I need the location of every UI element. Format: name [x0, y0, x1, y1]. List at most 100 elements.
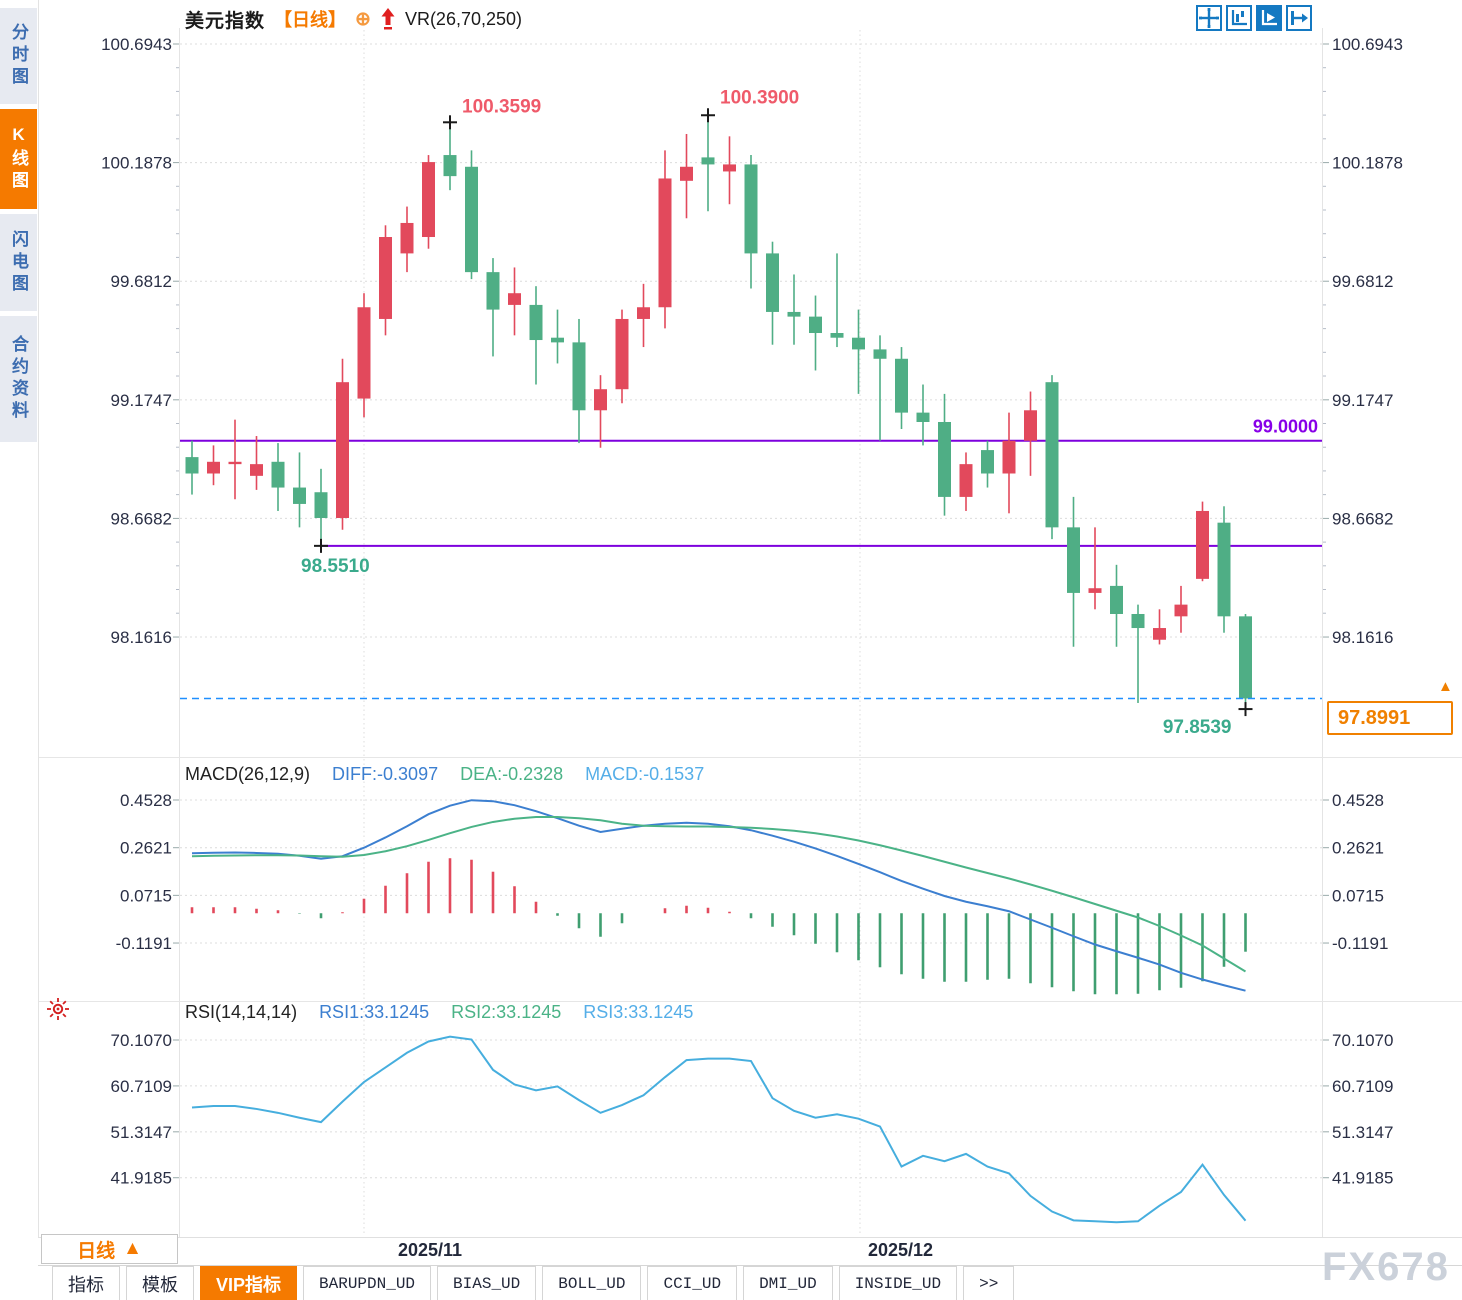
candle[interactable]	[637, 307, 650, 319]
candle[interactable]	[895, 358, 908, 413]
export-right-icon[interactable]	[1286, 5, 1312, 31]
period-tag: 【日线】	[274, 10, 347, 30]
y-axis-label-right: 100.6943	[1332, 35, 1403, 54]
candle[interactable]	[422, 162, 435, 238]
up-arrow-icon	[380, 7, 396, 31]
candle[interactable]	[701, 157, 715, 165]
candle[interactable]	[250, 464, 263, 476]
support-line-label: 99.0000	[1253, 417, 1318, 437]
candle[interactable]	[508, 293, 521, 305]
candle[interactable]	[336, 382, 349, 518]
timeframe-dropdown-icon: ▲	[123, 1238, 142, 1259]
candle[interactable]	[379, 237, 392, 319]
candle[interactable]	[981, 450, 994, 474]
candle[interactable]	[658, 178, 672, 308]
indicator-settings-sun-icon[interactable]	[46, 997, 70, 1021]
y-axis-label-right: 100.1878	[1332, 154, 1403, 173]
tab-boll-ud[interactable]: BOLL_UD	[542, 1266, 642, 1300]
macd-dea-value: DEA:-0.2328	[460, 764, 564, 784]
candle[interactable]	[680, 166, 693, 181]
candle[interactable]	[615, 318, 629, 390]
candle[interactable]	[1024, 410, 1037, 441]
y-axis-label-left: 0.4528	[120, 791, 172, 810]
candle[interactable]	[873, 349, 887, 359]
candle[interactable]	[185, 457, 199, 474]
tab-vip-indicators[interactable]: VIP指标	[200, 1266, 298, 1300]
candle[interactable]	[1002, 440, 1016, 474]
timeframe-label: 日线	[77, 1240, 116, 1262]
axis-scale-icon[interactable]	[1226, 5, 1252, 31]
candle[interactable]	[486, 272, 500, 310]
axis-play-icon[interactable]	[1256, 5, 1282, 31]
candle[interactable]	[830, 333, 844, 338]
candle[interactable]	[852, 337, 865, 350]
tab-indicators[interactable]: 指标	[52, 1266, 120, 1300]
candle[interactable]	[400, 222, 414, 254]
timeframe-button[interactable]: 日线 ▲	[41, 1234, 178, 1264]
y-axis-label-left: 70.1070	[111, 1031, 172, 1050]
candle[interactable]	[938, 421, 951, 497]
y-axis-label-left: 99.6812	[111, 272, 172, 291]
sidebar-tab-timeline[interactable]: 分时图	[0, 8, 37, 104]
candle[interactable]	[959, 464, 973, 497]
candle[interactable]	[809, 316, 822, 334]
candle[interactable]	[271, 461, 285, 488]
candle[interactable]	[293, 487, 306, 504]
low-annotation-2: 97.8539	[1163, 717, 1232, 738]
y-axis-label-left: 100.6943	[101, 35, 172, 54]
tab-inside-ud[interactable]: INSIDE_UD	[838, 1266, 958, 1300]
candle[interactable]	[357, 307, 371, 399]
candle[interactable]	[314, 492, 328, 518]
candle[interactable]	[551, 337, 564, 343]
fx678-watermark: FX678	[1322, 1245, 1450, 1289]
candle[interactable]	[1153, 628, 1166, 640]
candle[interactable]	[766, 253, 779, 312]
candle[interactable]	[1196, 510, 1209, 579]
sidebar-tab-kline[interactable]: K线图	[0, 109, 37, 209]
symbol-name: 美元指数	[185, 10, 266, 32]
tab-dmi-ud[interactable]: DMI_UD	[743, 1266, 833, 1300]
y-axis-label-left: 51.3147	[111, 1123, 172, 1142]
y-axis-label-right: 0.0715	[1332, 886, 1384, 905]
candle[interactable]	[228, 461, 242, 465]
macd-header: MACD(26,12,9) DIFF:-0.3097 DEA:-0.2328 M…	[185, 764, 704, 785]
y-axis-label-right: 0.4528	[1332, 791, 1384, 810]
rsi3-value: RSI3:33.1245	[583, 1002, 694, 1022]
candle[interactable]	[207, 461, 220, 474]
sidebar-tab-contract-info[interactable]: 合约资料	[0, 316, 37, 442]
candle[interactable]	[744, 164, 758, 254]
candle[interactable]	[723, 164, 736, 172]
tab-templates[interactable]: 模板	[126, 1266, 194, 1300]
candle[interactable]	[1174, 604, 1188, 617]
candle[interactable]	[594, 389, 607, 411]
tab-bias-ud[interactable]: BIAS_UD	[437, 1266, 537, 1300]
high-annotation-2: 100.3900	[720, 87, 799, 108]
y-axis-label-right: 99.6812	[1332, 272, 1393, 291]
candle[interactable]	[572, 342, 586, 411]
tab-barupdn-ud[interactable]: BARUPDN_UD	[303, 1266, 432, 1300]
candle[interactable]	[1131, 613, 1145, 629]
candle[interactable]	[529, 304, 543, 341]
candle[interactable]	[1045, 382, 1059, 528]
candle[interactable]	[1067, 527, 1080, 593]
candle[interactable]	[1110, 585, 1123, 614]
tab-cci-ud[interactable]: CCI_UD	[647, 1266, 738, 1300]
candle[interactable]	[787, 311, 801, 317]
candle[interactable]	[1239, 616, 1252, 699]
candle[interactable]	[465, 166, 478, 273]
candle[interactable]	[443, 155, 457, 177]
pan-crosshair-icon[interactable]	[1196, 5, 1222, 31]
candle[interactable]	[916, 412, 930, 422]
rsi-params: RSI(14,14,14)	[185, 1002, 298, 1022]
sidebar-tab-lightning[interactable]: 闪电图	[0, 214, 37, 311]
y-axis-label-right: 98.1616	[1332, 628, 1393, 647]
candle[interactable]	[1088, 588, 1102, 593]
candle[interactable]	[1217, 522, 1231, 617]
tab-more[interactable]: >>	[963, 1266, 1015, 1300]
y-axis-label-left: 0.2621	[120, 839, 172, 858]
zoom-add-icon[interactable]: ⊕	[355, 8, 371, 30]
current-price-tag: 97.8991	[1327, 701, 1453, 735]
y-axis-label-right: 41.9185	[1332, 1169, 1393, 1188]
rsi-header: RSI(14,14,14) RSI1:33.1245 RSI2:33.1245 …	[185, 1002, 693, 1023]
